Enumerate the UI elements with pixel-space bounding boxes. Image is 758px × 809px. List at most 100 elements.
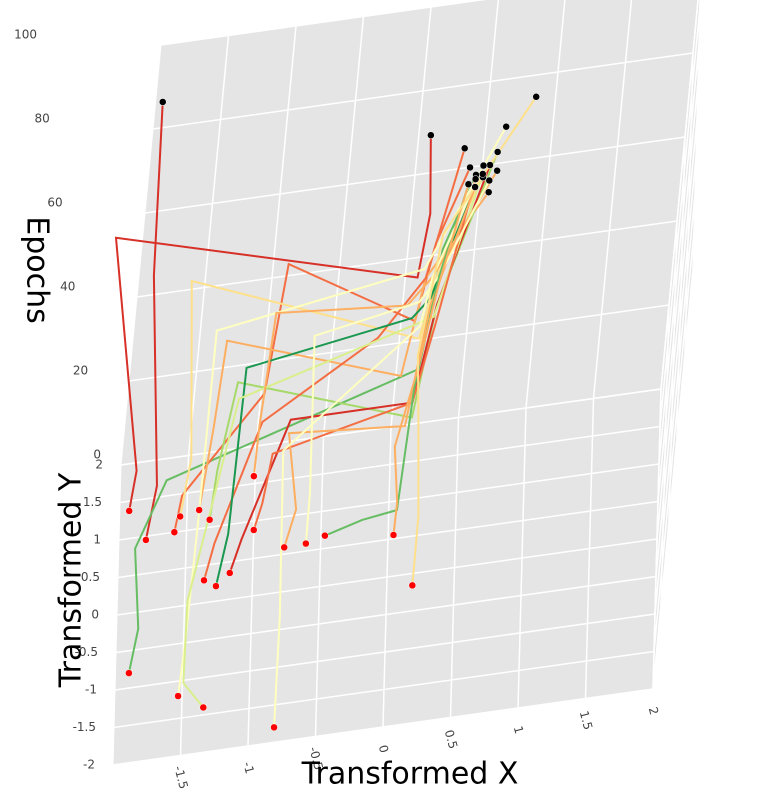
trajectory	[127, 174, 477, 674]
end-point	[479, 170, 487, 178]
y-tick-label: -1.5	[73, 720, 96, 734]
x-tick-label: 1.5	[577, 709, 595, 731]
y-grid-line	[656, 118, 698, 540]
z-tick-label: 20	[73, 364, 88, 378]
start-point	[250, 472, 258, 480]
y-grid-line	[658, 43, 700, 465]
y-axis-title: Transformed Y	[54, 472, 89, 688]
y-grid-line	[112, 688, 654, 766]
y-tick-label: 1.5	[83, 495, 102, 509]
end-point	[486, 161, 494, 169]
start-point	[142, 536, 150, 544]
start-point	[125, 669, 133, 677]
start-point	[389, 531, 398, 539]
y-tick-label: -2	[83, 758, 95, 772]
start-point	[200, 576, 208, 585]
x-grid-line	[255, 25, 297, 447]
x-tick-label: 2	[646, 705, 662, 716]
y-tick-label: -1	[85, 683, 97, 697]
start-point	[174, 692, 182, 700]
y-tick-label: 2	[95, 458, 103, 472]
y-tick-label: 0	[91, 608, 99, 622]
start-point	[176, 512, 184, 521]
trajectory	[324, 183, 470, 537]
end-point	[479, 161, 488, 170]
end-point	[484, 188, 493, 196]
y-grid-line	[115, 575, 657, 654]
x-grid-line	[187, 35, 230, 456]
trajectory	[182, 173, 484, 709]
trajectories	[114, 93, 540, 732]
end-point	[159, 98, 167, 106]
y-grid-line	[657, 81, 699, 502]
start-point	[280, 543, 288, 552]
start-point	[270, 723, 278, 732]
x-axis-title: Transformed X	[301, 757, 519, 792]
x-tick-label: 0.5	[442, 728, 460, 750]
y-grid-line	[114, 613, 656, 691]
x-grid-line	[322, 16, 365, 437]
end-point	[532, 93, 540, 101]
end-point	[502, 122, 510, 131]
z-tick-label: 100	[14, 28, 37, 42]
z-grid-line	[652, 388, 662, 690]
start-point	[321, 531, 329, 540]
start-point	[226, 569, 234, 577]
tick-labels: -1.5 -1 -0.5 0 0.5 1 1.5 2 -2 -1.5 -1 -0.5 0 0.5 1 1.5 2…	[14, 28, 661, 791]
x-tick-label: -1	[240, 760, 257, 775]
z-grid-line	[136, 220, 678, 298]
trajectory	[252, 178, 477, 531]
z-grid-line	[660, 304, 670, 606]
y-grid-line	[654, 193, 696, 615]
trajectory	[304, 180, 491, 544]
x-tick-label: 0	[376, 743, 392, 754]
z-grid-line	[160, 0, 487, 46]
x-tick-label: -1.5	[171, 764, 191, 790]
scene-walls	[112, 0, 701, 766]
z-tick-label: 40	[60, 280, 75, 294]
x-tick-label: -0.5	[306, 745, 326, 771]
z-grid-line	[692, 0, 701, 270]
trajectory	[114, 135, 432, 512]
end-point	[493, 148, 502, 156]
scene-grid	[112, 0, 701, 766]
start-point	[205, 516, 214, 524]
x-grid-line	[592, 0, 633, 399]
trajectory	[392, 183, 470, 536]
y-grid-line	[118, 463, 660, 541]
start-point	[408, 581, 417, 590]
y-grid-line	[119, 425, 661, 504]
y-grid-line	[659, 6, 701, 427]
start-point	[170, 528, 179, 536]
z-grid-line	[684, 52, 694, 354]
z-axis-title: Epochs	[20, 216, 55, 324]
trajectory	[177, 126, 508, 697]
end-point	[493, 166, 501, 175]
x-grid-line	[525, 0, 566, 409]
y-tick-label: 1	[93, 533, 101, 547]
end-point	[485, 176, 494, 185]
y-grid-line	[113, 650, 655, 729]
y-grid-line	[116, 538, 658, 616]
y-tick-label: -0.5	[75, 645, 98, 659]
z-grid-line	[144, 136, 686, 214]
x-tick-label: 1	[511, 724, 527, 735]
x-grid-line	[390, 6, 432, 428]
y-tick-label: 0.5	[81, 570, 100, 584]
end-point	[427, 131, 435, 139]
start-point	[250, 526, 258, 534]
start-point	[199, 703, 208, 712]
y-grid-line	[652, 268, 694, 690]
z-tick-label: 80	[35, 112, 50, 126]
start-point	[302, 539, 310, 548]
end-point	[471, 183, 479, 191]
start-point	[195, 506, 203, 514]
z-grid-line	[668, 220, 678, 522]
trajectory	[273, 165, 485, 728]
z-tick-label: 60	[47, 196, 62, 210]
z-grid-line	[676, 136, 686, 438]
y-grid-line	[655, 156, 697, 577]
trajectory	[252, 170, 499, 477]
y-grid-line	[660, 0, 699, 390]
